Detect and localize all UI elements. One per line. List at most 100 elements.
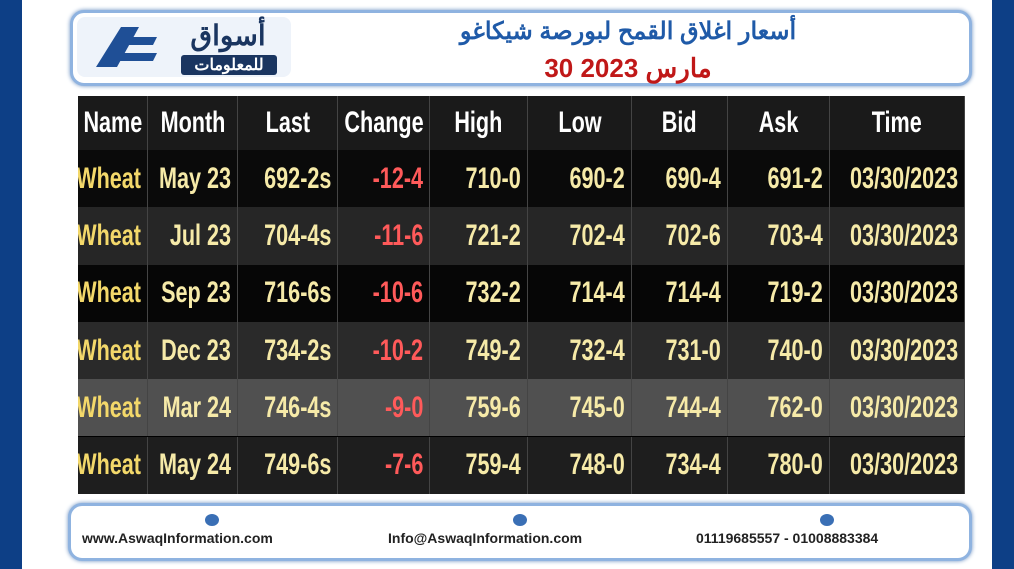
table-cell: Wheat [78,207,148,265]
table-cell: 740-0 [728,321,830,380]
table-cell: Wheat [78,264,148,322]
logo-mark [96,27,157,67]
table-cell: 690-2 [528,150,632,208]
table-cell-text: 03/30/2023 [849,161,958,195]
table-cell-text: 749-2 [465,333,521,367]
web-icon [205,514,219,526]
column-header: Low [528,96,632,150]
table-cell-text: 702-6 [665,218,721,252]
table-cell: 780-0 [728,436,830,494]
table-cell: 731-0 [632,321,728,380]
column-header: High [430,96,528,150]
header-box: أسواق للمعلومات أسعار اغلاق القمح لبورصة… [70,10,972,86]
table-cell: 716-6s [238,264,338,322]
column-header-text: Last [265,106,310,139]
phones: 01119685557 - 01008883384 [696,530,879,546]
column-header: Month [148,96,238,150]
table-cell: 704-4s [238,207,338,265]
table-cell-text: Wheat [78,161,141,195]
table-cell: Sep 23 [148,264,238,322]
table-cell-text: 721-2 [465,218,521,252]
table-cell-text: 759-6 [465,390,521,424]
table-cell-text: 740-0 [767,333,823,367]
column-header-text: Bid [662,106,697,139]
table-cell: 759-6 [430,379,528,437]
table-cell-text: 732-2 [465,276,521,310]
table-cell: 710-0 [430,150,528,208]
table-cell-text: 690-2 [569,161,625,195]
table-cell-text: 716-6s [263,276,331,310]
table-cell-text: 704-4s [263,218,331,252]
column-header-text: Time [871,106,923,139]
table-cell-text: 03/30/2023 [849,218,958,252]
table-cell: 702-6 [632,207,728,265]
table-cell: 703-4 [728,207,830,265]
table-cell-text: 691-2 [767,161,823,195]
table-cell: -9-0 [338,379,430,437]
logo-name: أسواق [190,20,266,51]
table-cell-text: Wheat [78,448,141,482]
table-cell-text: -10-2 [372,333,423,367]
column-header: Ask [728,96,830,150]
table-cell: Wheat [78,150,148,208]
table-cell-text: Sep 23 [161,276,231,310]
table-cell-text: -7-6 [384,448,423,482]
table-cell-text: -12-4 [372,161,423,195]
price-table: Name Month Last Change High Low Bid Ask Time Whea… [78,96,965,494]
table-cell-text: 714-4 [665,276,721,310]
table-cell: 03/30/2023 [830,436,965,494]
table-cell: 749-6s [238,436,338,494]
column-header-text: Month [160,106,225,139]
table-cell-text: 03/30/2023 [849,276,958,310]
table-cell-text: 692-2s [263,161,331,195]
date: 30 مارس 2023 [544,53,712,83]
table-cell: 719-2 [728,264,830,322]
table-cell-text: 719-2 [767,276,823,310]
table-cell-text: 746-4s [263,390,331,424]
table-cell-text: 762-0 [767,390,823,424]
table-cell-text: Wheat [78,218,141,252]
table-cell-text: 731-0 [665,333,721,367]
table-cell-text: 759-4 [465,448,521,482]
table-cell: 692-2s [238,150,338,208]
table-cell-text: -9-0 [384,390,423,424]
table-cell: -7-6 [338,436,430,494]
table-cell-text: 03/30/2023 [849,448,958,482]
table-cell: 03/30/2023 [830,207,965,265]
table-cell: 749-2 [430,321,528,380]
table-cell: 744-4 [632,379,728,437]
email: Info@AswaqInformation.com [388,530,583,546]
table-cell-text: 749-6s [263,448,331,482]
table-cell: 748-0 [528,436,632,494]
table-cell-text: Dec 23 [161,333,231,367]
phone-icon [820,514,834,526]
column-header: Last [238,96,338,150]
table-cell: Wheat [78,321,148,380]
column-header-text: Low [557,106,602,139]
table-cell-text: 710-0 [465,161,521,195]
table-cell-text: -10-6 [372,276,423,310]
table-cell: 03/30/2023 [830,321,965,380]
table-cell: Jul 23 [148,207,238,265]
table-cell: 690-4 [632,150,728,208]
table-cell: 732-4 [528,321,632,380]
table-cell: Wheat [78,379,148,437]
table-cell-text: 748-0 [569,448,625,482]
footer-box [68,503,972,561]
mail-icon [513,514,527,526]
column-header-text: High [454,106,503,139]
table-cell-text: 703-4 [767,218,823,252]
table-cell-text: 732-4 [569,333,625,367]
website: www.AswaqInformation.com [82,530,273,546]
table-cell-text: 690-4 [665,161,721,195]
column-header-text: Name [83,106,142,139]
table-cell-text: May 23 [158,161,231,195]
table-cell-text: 780-0 [767,448,823,482]
table-cell-text: Wheat [78,390,141,424]
table-cell: -11-6 [338,207,430,265]
table-cell: Wheat [78,436,148,494]
table-cell: 03/30/2023 [830,379,965,437]
table-cell-text: Wheat [78,276,141,310]
logo-tagline: للمعلومات [181,55,277,75]
